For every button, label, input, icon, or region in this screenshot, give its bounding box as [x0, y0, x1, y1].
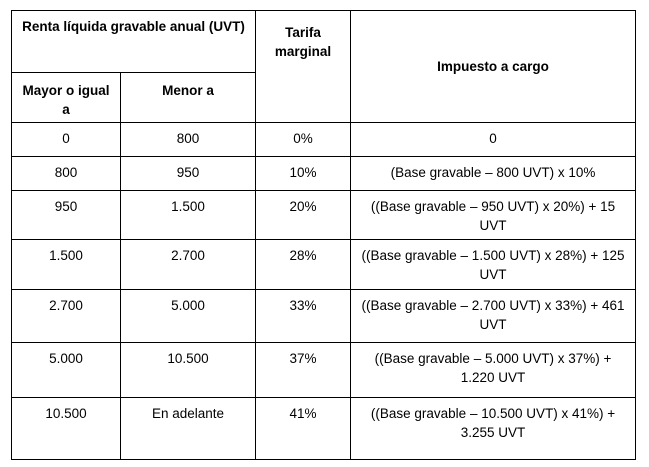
cell-tax: ((Base gravable – 5.000 UVT) x 37%) + 1.… [350, 342, 637, 398]
cell-tax: ((Base gravable – 1.500 UVT) x 28%) + 12… [350, 239, 637, 290]
cell-min: 0 [11, 122, 121, 157]
table-row: 1.500 2.700 28% ((Base gravable – 1.500 … [11, 239, 637, 290]
cell-min: 10.500 [11, 397, 121, 460]
cell-tax: ((Base gravable – 950 UVT) x 20%) + 15 U… [350, 190, 637, 240]
cell-tax: ((Base gravable – 2.700 UVT) x 33%) + 46… [350, 289, 637, 343]
cell-tax: (Base gravable – 800 UVT) x 10% [350, 156, 637, 191]
cell-rate: 0% [255, 122, 352, 157]
cell-max: 1.500 [119, 190, 257, 240]
header-row-top: Renta líquida gravable anual (UVT) Tarif… [10, 10, 637, 123]
cell-rate: 20% [255, 190, 352, 240]
cell-rate: 10% [255, 156, 352, 191]
header-max: Menor a [119, 72, 257, 123]
cell-max: 800 [119, 122, 257, 157]
cell-min: 950 [11, 190, 121, 240]
table-row: 2.700 5.000 33% ((Base gravable – 2.700 … [11, 289, 637, 343]
cell-rate: 28% [255, 239, 352, 290]
header-min: Mayor o igual a [11, 72, 121, 123]
cell-tax: ((Base gravable – 10.500 UVT) x 41%) + 3… [350, 397, 637, 460]
header-taxable-income: Renta líquida gravable anual (UVT) [10, 10, 257, 73]
cell-min: 800 [11, 156, 121, 191]
table-row: 5.000 10.500 37% ((Base gravable – 5.000… [11, 342, 637, 398]
cell-max: En adelante [119, 397, 257, 460]
cell-max: 5.000 [119, 289, 257, 343]
table-row: 800 950 10% (Base gravable – 800 UVT) x … [11, 156, 637, 191]
cell-rate: 37% [255, 342, 352, 398]
table-row: 0 800 0% 0 [11, 122, 637, 157]
cell-max: 10.500 [119, 342, 257, 398]
header-tax-due: Impuesto a cargo [350, 10, 637, 123]
cell-rate: 41% [255, 397, 352, 460]
cell-min: 1.500 [11, 239, 121, 290]
cell-min: 5.000 [11, 342, 121, 398]
cell-tax: 0 [350, 122, 637, 157]
cell-max: 950 [119, 156, 257, 191]
tax-rate-table: Renta líquida gravable anual (UVT) Tarif… [10, 10, 637, 460]
cell-min: 2.700 [11, 289, 121, 343]
table-row: 10.500 En adelante 41% ((Base gravable –… [11, 397, 637, 460]
table-row: 950 1.500 20% ((Base gravable – 950 UVT)… [11, 190, 637, 240]
cell-max: 2.700 [119, 239, 257, 290]
header-row-sub: Mayor o igual a Menor a [11, 72, 636, 123]
cell-rate: 33% [255, 289, 352, 343]
header-marginal-rate: Tarifa marginal [255, 10, 352, 123]
